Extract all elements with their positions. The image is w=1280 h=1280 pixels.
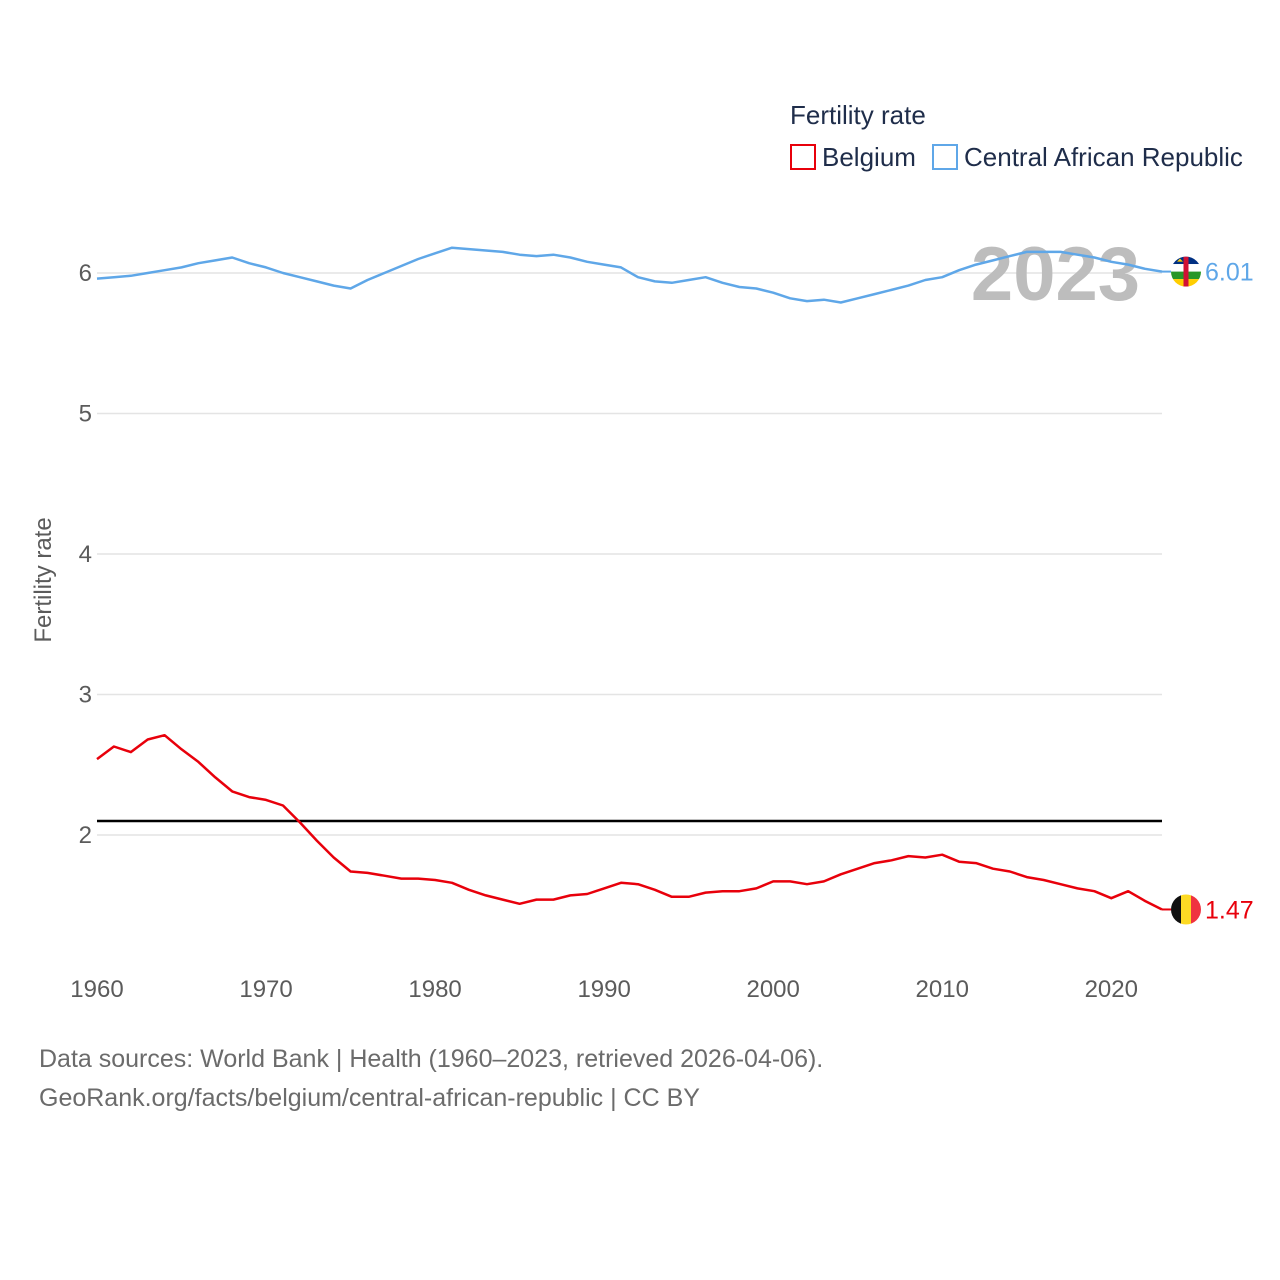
legend-swatch-central-african-republic [932,144,958,170]
series-line-belgium[interactable] [96,733,1163,911]
series-layer: 1.47 6.01 [96,246,1254,925]
x-tick-label: 2000 [746,976,799,1003]
x-tick-label: 1990 [577,976,630,1003]
x-tick-label: 1960 [70,976,123,1003]
y-tick-label: 6 [79,260,92,287]
x-tick-label: 2010 [916,976,969,1003]
y-tick-label: 5 [79,401,92,428]
belgium-flag-icon [1171,894,1201,925]
gridlines [97,272,1162,836]
y-axis-label: Fertility rate [30,517,57,642]
legend-swatch-belgium [790,144,816,170]
central-african-republic-flag-icon [1171,256,1201,287]
y-tick-label: 3 [79,682,92,709]
legend-label-central-african-republic: Central African Republic [964,142,1243,172]
series-line-central-african-republic[interactable] [96,246,1163,304]
y-tick-label: 2 [79,822,92,849]
legend-item-central-african-republic[interactable]: Central African Republic [932,142,1243,172]
year-watermark: 2023 [971,232,1140,317]
y-tick-label: 4 [79,541,92,568]
x-tick-label: 2020 [1085,976,1138,1003]
legend-title: Fertility rate [790,100,926,130]
x-axis-ticks: 1960 1970 1980 1990 2000 2010 2020 [70,976,1138,1003]
legend-item-belgium[interactable]: Belgium [790,142,916,172]
end-value-label-belgium: 1.47 [1205,896,1254,924]
source-credit-link[interactable]: GeoRank.org/facts/belgium/central-africa… [39,1084,700,1112]
legend: Fertility rate Belgium Central African R… [790,100,1243,172]
x-tick-label: 1980 [408,976,461,1003]
end-value-label-central-african-republic: 6.01 [1205,259,1254,287]
y-axis-ticks: 2 3 4 5 6 [79,260,92,849]
legend-label-belgium: Belgium [822,142,916,172]
data-sources-note: Data sources: World Bank | Health (1960–… [39,1045,824,1073]
x-tick-label: 1970 [239,976,292,1003]
